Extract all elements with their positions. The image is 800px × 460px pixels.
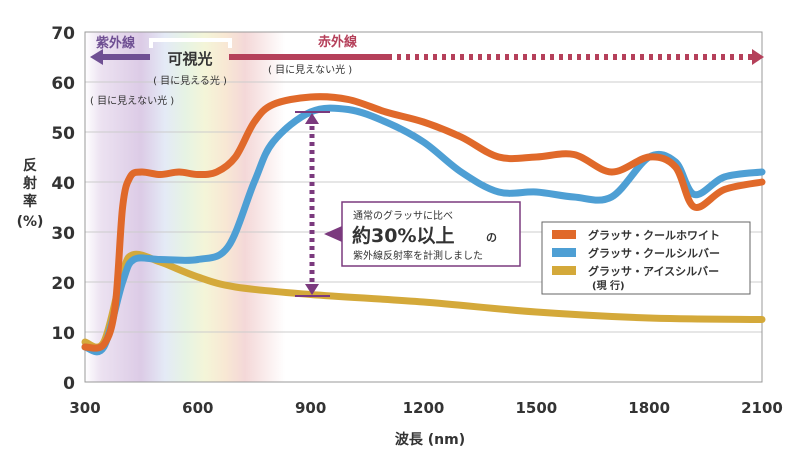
x-tick-label: 600 [182, 399, 213, 417]
uv-label: 紫外線 [96, 35, 136, 51]
callout-box [341, 201, 521, 267]
legend-swatch [552, 266, 576, 275]
callout-big: 約30%以上 [352, 224, 454, 247]
x-tick-label: 300 [69, 399, 100, 417]
x-tick-label: 1200 [403, 399, 445, 417]
visible-bracket [149, 38, 232, 48]
ir-label: 赤外線 [318, 34, 358, 50]
ir-bar [229, 54, 392, 60]
y-tick-label: 60 [51, 74, 75, 94]
visible-label: 可視光 [167, 50, 212, 68]
visible-sublabel: ( 目に見える光 ) [153, 74, 227, 87]
legend-label: グラッサ・アイスシルバー [588, 264, 719, 278]
legend-sublabel: (現 行) [592, 279, 625, 292]
legend-box [541, 221, 751, 295]
x-tick-label: 2100 [741, 399, 783, 417]
callout-pointer [324, 226, 342, 242]
legend-label: グラッサ・クールシルバー [588, 246, 720, 260]
x-tick-label: 900 [295, 399, 326, 417]
y-tick-label: 40 [51, 174, 75, 194]
y-axis-label-1: 反 [23, 157, 37, 174]
y-axis-label-3: 率 [23, 193, 37, 210]
ir-sublabel: ( 目に見えない光 ) [268, 63, 352, 76]
difference-arrow-down [305, 284, 319, 295]
callout-no: の [486, 231, 497, 244]
y-tick-label: 30 [51, 224, 75, 244]
ir-arrow-head [752, 49, 764, 65]
y-axis-label-4: (%) [17, 214, 44, 230]
spectrum-band [85, 32, 285, 382]
y-axis-label-2: 射 [22, 175, 37, 192]
legend-label: グラッサ・クールホワイト [588, 228, 720, 242]
y-tick-label: 20 [51, 274, 75, 294]
uv-sublabel: ( 目に見えない光 ) [90, 94, 174, 107]
plot-frame [84, 31, 763, 383]
legend-swatch [552, 248, 576, 257]
difference-arrow-up [305, 113, 319, 124]
y-tick-label: 50 [51, 124, 75, 144]
y-tick-label: 10 [51, 324, 75, 344]
uv-arrow [90, 49, 150, 65]
y-tick-label: 0 [63, 374, 75, 394]
y-tick-label: 70 [51, 24, 75, 44]
series-line-0 [81, 93, 766, 352]
x-tick-label: 1800 [628, 399, 670, 417]
x-tick-label: 1500 [515, 399, 557, 417]
callout-line3: 紫外線反射率を計測しました [353, 249, 483, 262]
callout-line1: 通常のグラッサに比べ [353, 209, 453, 222]
x-axis-label: 波長 (nm) [395, 431, 465, 448]
y-axis-label: 反 射 率 (%) [17, 157, 44, 230]
legend-swatch [552, 230, 576, 239]
